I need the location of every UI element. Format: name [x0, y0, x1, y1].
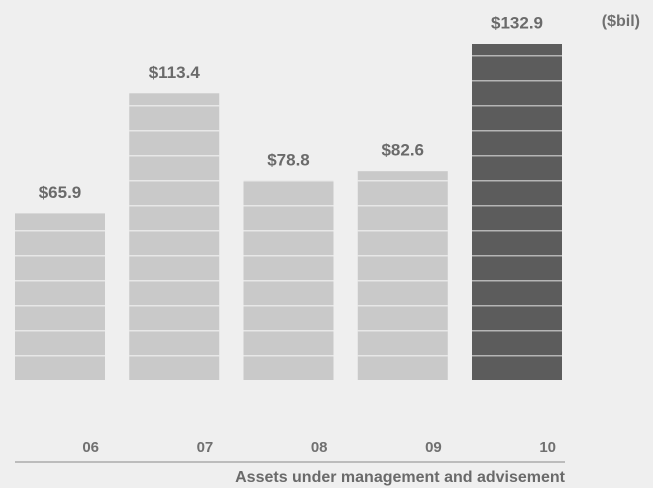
bar-stripes: [15, 213, 105, 380]
x-axis-title: Assets under management and advisement: [235, 469, 566, 486]
x-tick-label: 07: [197, 439, 214, 456]
value-label: $82.6: [381, 141, 424, 160]
x-tick-label: 08: [311, 439, 328, 456]
bar-stripes: [357, 171, 448, 380]
value-label: $78.8: [267, 150, 310, 169]
x-tick-label: 09: [425, 439, 442, 456]
value-label: $132.9: [491, 13, 543, 32]
bar-stripes: [472, 44, 562, 380]
value-label: $65.9: [39, 183, 82, 202]
x-tick-label: 10: [539, 439, 556, 456]
value-label: $113.4: [149, 63, 201, 82]
x-tick-label: 06: [82, 439, 99, 456]
bar-stripes: [129, 93, 220, 380]
bar-stripes: [243, 180, 334, 380]
unit-label: ($bil): [602, 13, 640, 30]
